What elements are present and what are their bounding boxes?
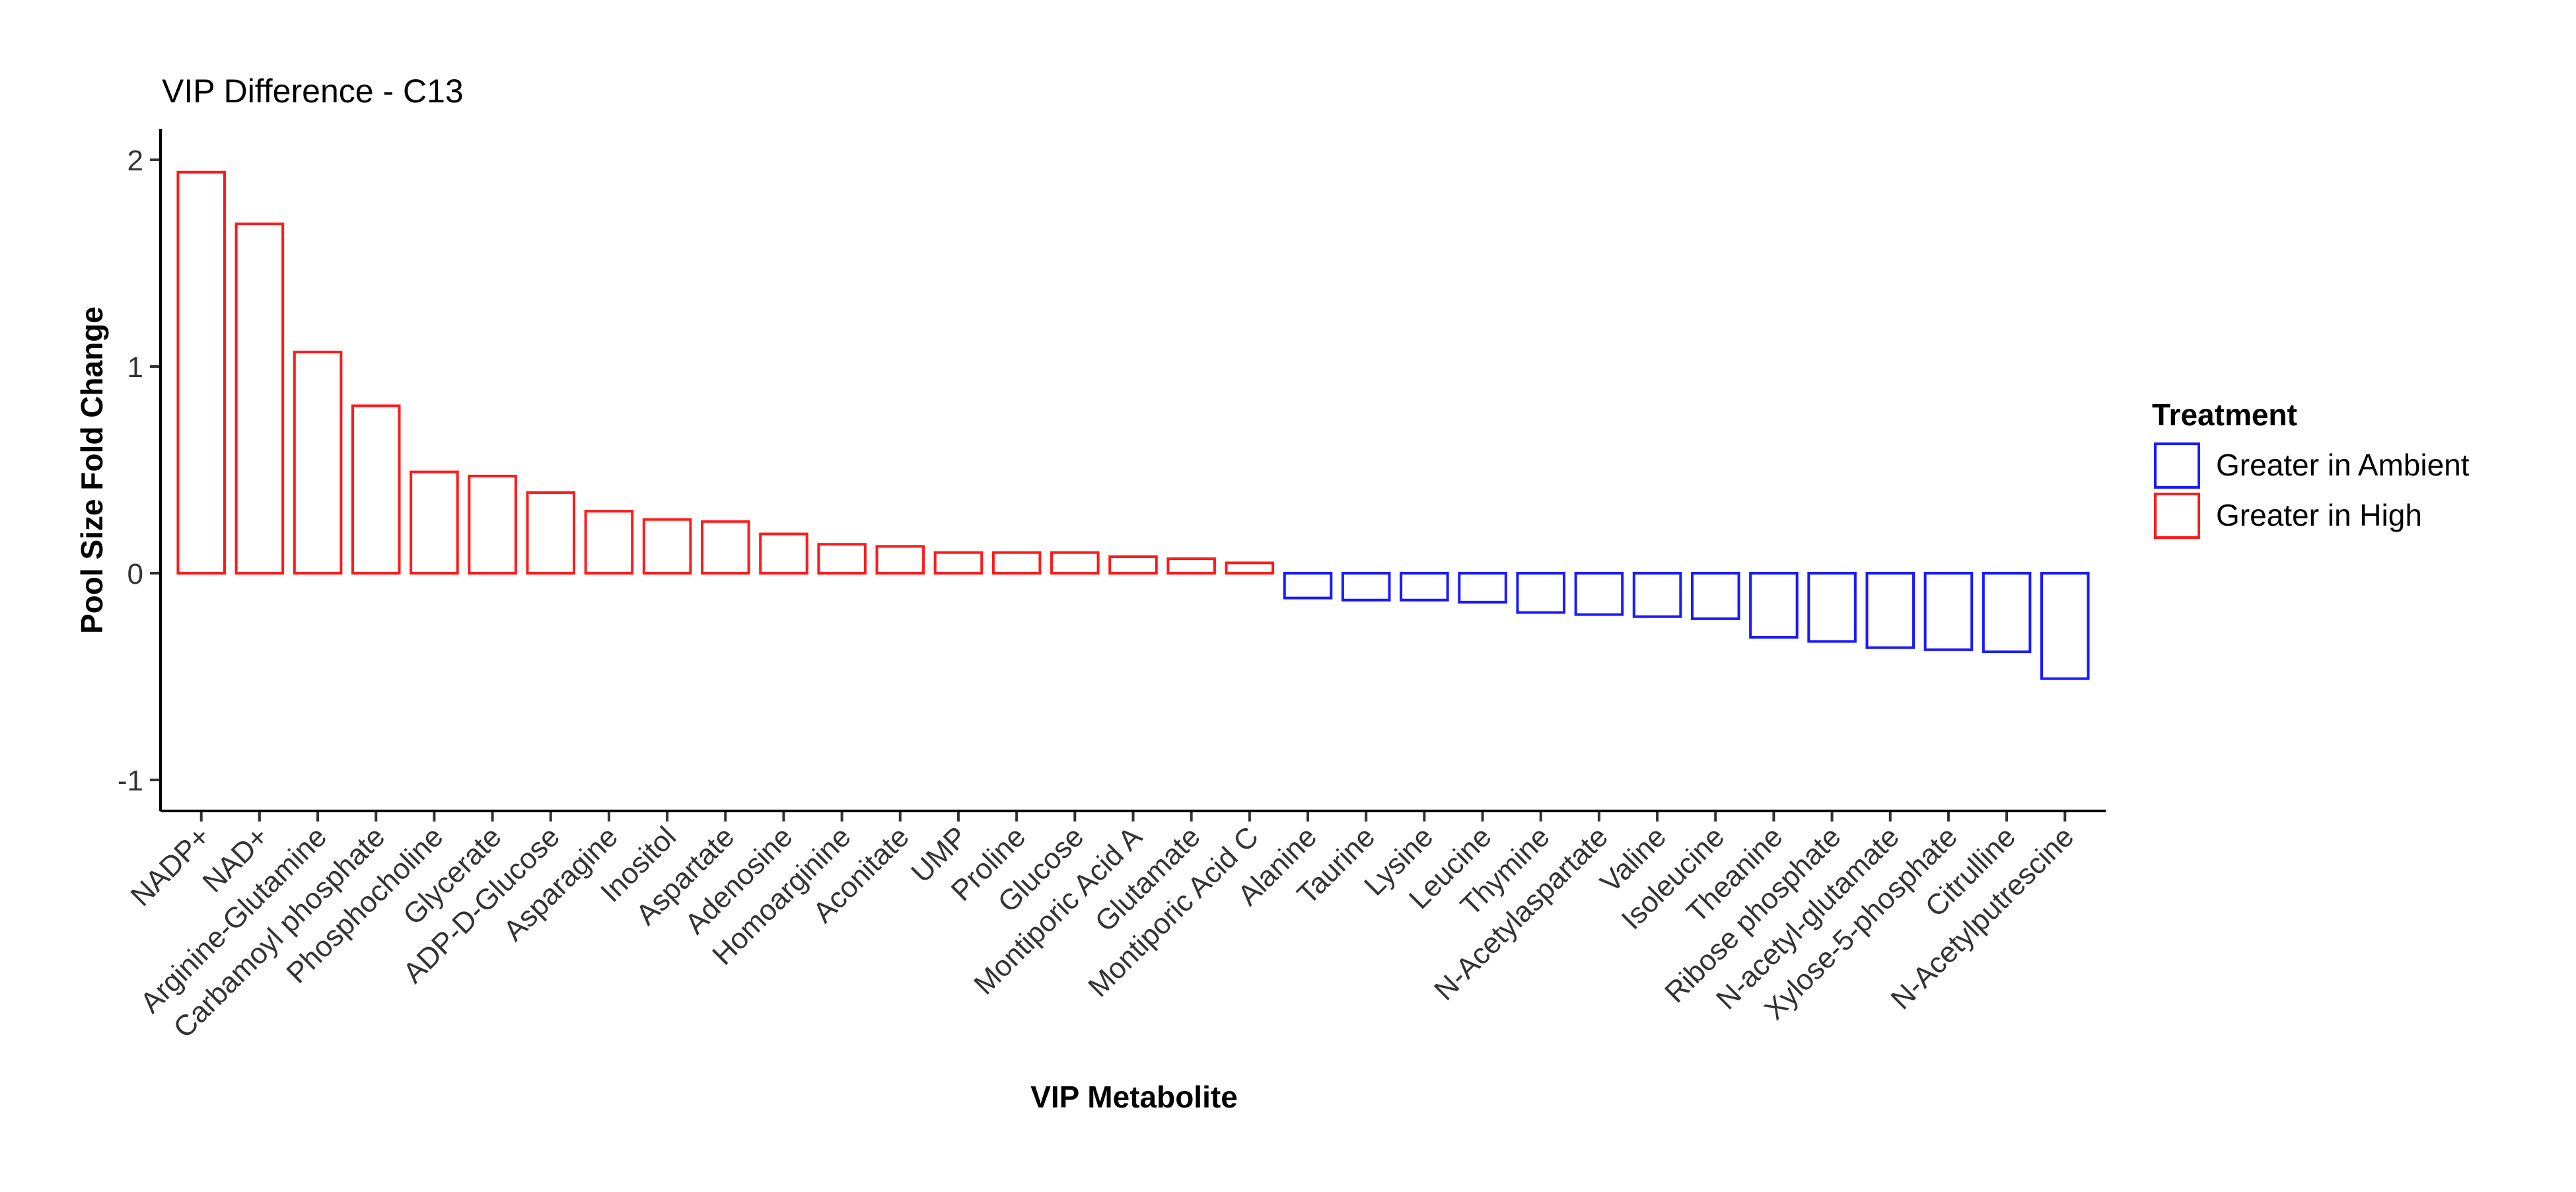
bar [351, 404, 401, 575]
chart-title: VIP Difference - C13 [162, 73, 464, 110]
y-tick-label: 2 [127, 145, 143, 177]
bar [1807, 572, 1857, 643]
bar [1050, 551, 1100, 575]
x-axis-label: VIP Metabolite [1030, 1080, 1238, 1114]
bar [410, 470, 459, 575]
bar [1166, 557, 1216, 575]
bar [759, 532, 808, 575]
bar [1458, 572, 1507, 604]
bar [642, 518, 692, 575]
legend-label: Greater in High [2216, 498, 2422, 532]
bar [1982, 572, 2032, 653]
bar [2040, 572, 2090, 680]
bar [1400, 572, 1449, 602]
bar [817, 543, 867, 575]
bar [1690, 572, 1740, 620]
bar [933, 551, 984, 575]
bar [234, 222, 285, 575]
bar [584, 510, 634, 575]
legend-entries: Greater in Ambient Greater in High [2154, 442, 2470, 539]
bar [1632, 572, 1682, 618]
bar [1923, 572, 1974, 651]
bars-layer [176, 170, 2090, 680]
bar [468, 474, 517, 575]
legend-label: Greater in Ambient [2216, 448, 2470, 482]
bar [1516, 572, 1565, 614]
bar [176, 170, 226, 575]
bar [1341, 572, 1391, 602]
bar [1225, 561, 1275, 575]
bar [1108, 555, 1158, 575]
y-tick-label: 0 [127, 558, 143, 590]
y-tick-label: -1 [118, 765, 143, 797]
legend-title: Treatment [2152, 398, 2297, 432]
bar [1283, 572, 1333, 600]
bar [1749, 572, 1799, 639]
bar [991, 551, 1042, 575]
bar [701, 520, 750, 575]
bar [526, 491, 576, 575]
legend-swatch [2154, 493, 2200, 539]
y-tick-label: 1 [127, 351, 143, 384]
y-axis-label: Pool Size Fold Change [75, 306, 109, 634]
bar [1574, 572, 1624, 616]
bar [1865, 572, 1915, 649]
bar [875, 545, 925, 575]
bar [293, 351, 343, 575]
legend: Treatment Greater in Ambient Greater in H… [2152, 398, 2470, 539]
legend-swatch [2154, 442, 2200, 489]
y-axis-ticks: -1 0 1 2 [118, 145, 161, 797]
